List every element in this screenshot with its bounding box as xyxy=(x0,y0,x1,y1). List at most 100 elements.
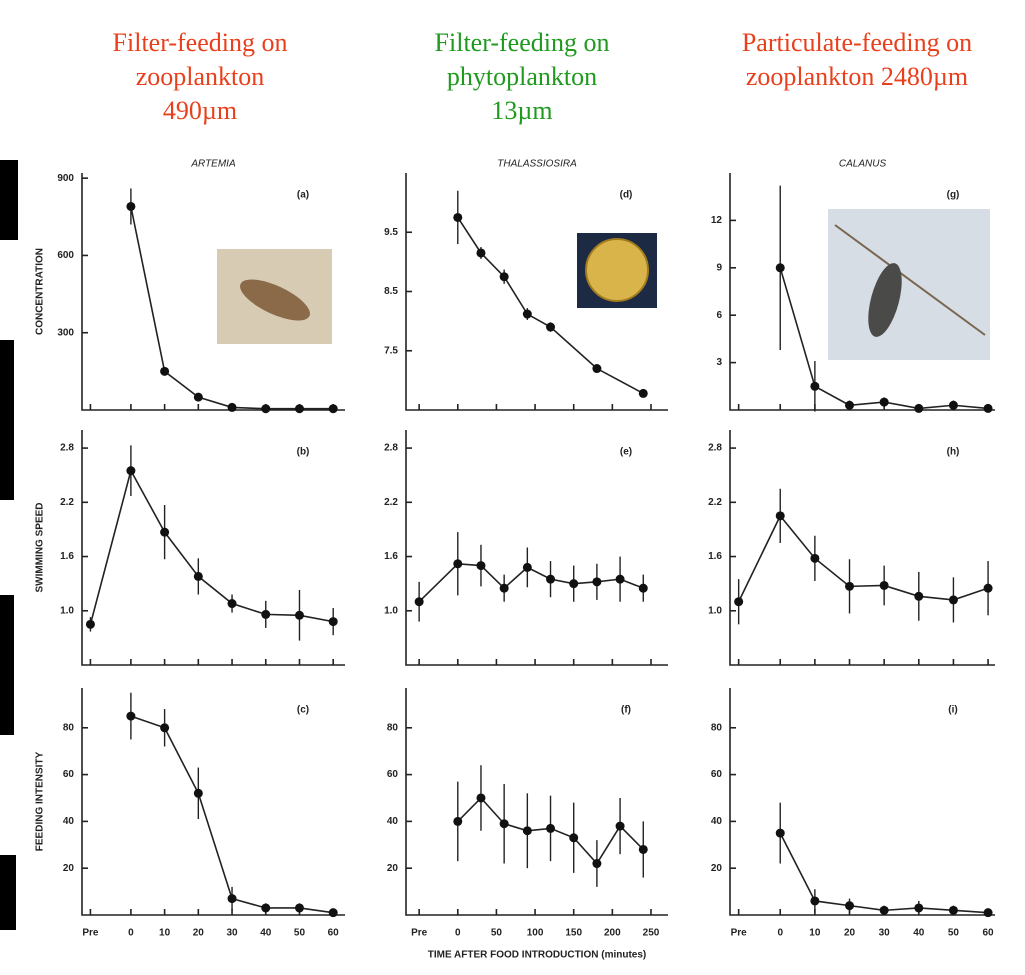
data-point xyxy=(546,823,556,833)
y-tick-label: 2.2 xyxy=(60,497,74,508)
photo-artemia-shape xyxy=(240,279,310,321)
data-point xyxy=(948,905,958,915)
data-point xyxy=(227,599,237,609)
data-point xyxy=(126,201,136,211)
data-point xyxy=(499,583,509,593)
data-point xyxy=(775,828,785,838)
data-point xyxy=(227,894,237,904)
data-point xyxy=(546,574,556,584)
y-tick-label: 60 xyxy=(711,769,723,780)
data-point xyxy=(328,404,338,414)
edge-bar xyxy=(0,340,14,500)
data-point xyxy=(294,610,304,620)
x-tick-label: 50 xyxy=(294,928,306,939)
x-tick-label: 10 xyxy=(809,928,821,939)
data-point xyxy=(453,816,463,826)
panel-label: (f) xyxy=(621,705,631,716)
data-point xyxy=(261,609,271,619)
data-point xyxy=(476,561,486,571)
edge-bar xyxy=(0,855,16,930)
panel-label: (b) xyxy=(297,447,310,458)
data-point xyxy=(569,579,579,589)
data-point xyxy=(879,397,889,407)
data-point xyxy=(126,466,136,476)
edge-bar xyxy=(0,160,18,240)
x-tick-label: 40 xyxy=(260,928,272,939)
y-tick-label: 80 xyxy=(63,722,75,733)
column-header: phytoplankton xyxy=(447,62,597,91)
y-tick-label: 12 xyxy=(711,215,723,226)
data-point xyxy=(294,404,304,414)
x-tick-label: 50 xyxy=(948,928,960,939)
x-tick-label: 0 xyxy=(777,928,783,939)
data-point xyxy=(638,583,648,593)
y-tick-label: 2.8 xyxy=(384,443,398,454)
y-tick-label: 3 xyxy=(716,357,722,368)
y-tick-label: 8.5 xyxy=(384,286,398,297)
y-tick-label: 60 xyxy=(63,769,75,780)
y-tick-label: 1.6 xyxy=(60,551,74,562)
data-point xyxy=(160,527,170,537)
y-tick-label: 20 xyxy=(63,863,75,874)
axes xyxy=(81,688,345,916)
y-axis-label: SWIMMING SPEED xyxy=(35,502,46,592)
panel-label: (h) xyxy=(947,447,960,458)
data-point xyxy=(734,597,744,607)
data-point xyxy=(126,711,136,721)
y-tick-label: 2.8 xyxy=(60,443,74,454)
y-tick-label: 2.8 xyxy=(708,443,722,454)
x-tick-label: 0 xyxy=(128,928,134,939)
edge-bar xyxy=(0,595,14,735)
data-point xyxy=(638,388,648,398)
column-title: ARTEMIA xyxy=(190,159,236,170)
data-point xyxy=(615,821,625,831)
data-point xyxy=(914,403,924,413)
column-header: Filter-feeding on xyxy=(113,28,288,57)
data-point xyxy=(522,562,532,572)
y-tick-label: 1.0 xyxy=(60,605,74,616)
panel-label: (c) xyxy=(297,705,309,716)
column-header: Filter-feeding on xyxy=(435,28,610,57)
data-point xyxy=(845,581,855,591)
data-point xyxy=(453,559,463,569)
x-tick-label: 50 xyxy=(491,928,503,939)
y-tick-label: 80 xyxy=(387,722,399,733)
photo-calanus xyxy=(828,209,990,360)
photo-calanus-antenna xyxy=(834,224,986,336)
axes xyxy=(729,430,995,666)
data-point xyxy=(193,571,203,581)
y-tick-label: 6 xyxy=(716,310,722,321)
column-header: 13µm xyxy=(491,96,552,125)
data-point xyxy=(983,403,993,413)
y-tick-label: 9 xyxy=(716,262,722,273)
data-point xyxy=(261,404,271,414)
data-point xyxy=(160,723,170,733)
y-tick-label: 1.0 xyxy=(384,605,398,616)
data-point xyxy=(810,553,820,563)
data-point xyxy=(983,908,993,918)
data-point xyxy=(592,364,602,374)
axes xyxy=(405,173,668,411)
x-tick-label: 200 xyxy=(604,928,621,939)
data-line xyxy=(418,562,644,603)
data-point xyxy=(522,826,532,836)
data-point xyxy=(499,272,509,282)
photo-thalassiosira-shape xyxy=(585,238,649,302)
x-tick-label: 150 xyxy=(565,928,582,939)
data-point xyxy=(983,583,993,593)
data-point xyxy=(879,580,889,590)
data-point xyxy=(948,400,958,410)
y-tick-label: 1.6 xyxy=(708,551,722,562)
y-tick-label: 300 xyxy=(57,327,74,338)
x-tick-label: 30 xyxy=(226,928,238,939)
x-tick-label: 60 xyxy=(328,928,340,939)
x-tick-label: 20 xyxy=(193,928,205,939)
data-point xyxy=(948,595,958,605)
panel-label: (i) xyxy=(948,705,957,716)
data-point xyxy=(522,309,532,319)
y-tick-label: 900 xyxy=(57,173,74,184)
column-header: zooplankton xyxy=(136,62,265,91)
axes xyxy=(729,173,995,411)
